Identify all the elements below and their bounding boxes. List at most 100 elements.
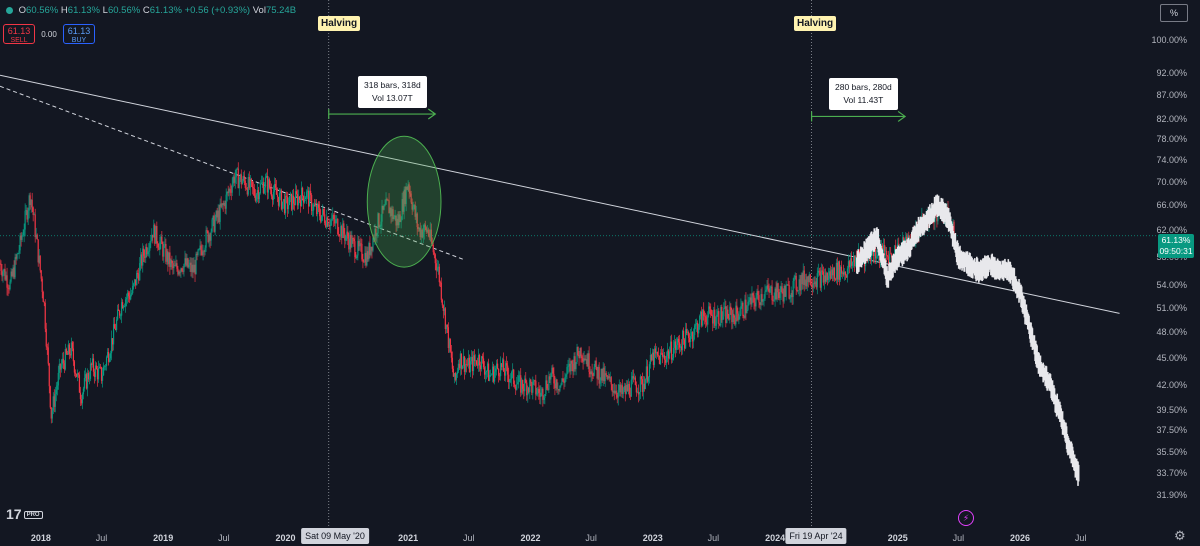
candle-body	[787, 284, 789, 286]
candle	[752, 292, 754, 303]
candle-body	[513, 369, 515, 384]
candle	[621, 379, 623, 398]
candle	[662, 348, 665, 359]
candle	[294, 183, 297, 206]
candle-body	[624, 386, 626, 394]
candle	[100, 366, 103, 384]
candle	[706, 314, 708, 327]
candle	[933, 221, 935, 230]
candle-body	[531, 382, 533, 393]
tradingview-logo[interactable]: 17 PRO	[6, 506, 43, 522]
candle-body	[737, 313, 739, 320]
candle	[535, 374, 537, 401]
candle	[233, 172, 235, 187]
candle	[806, 276, 808, 291]
candle-body	[51, 410, 53, 419]
candle	[568, 357, 570, 373]
candle-body	[796, 289, 798, 291]
candle-body	[761, 294, 763, 302]
candle-body	[359, 243, 361, 247]
candle-body	[597, 366, 599, 379]
candle	[107, 348, 110, 366]
candle	[702, 308, 704, 327]
measure-2-bars: 280 bars, 280d	[835, 82, 892, 92]
candle	[220, 196, 222, 209]
candle-body	[50, 407, 52, 419]
candle-body	[252, 187, 254, 189]
buy-button[interactable]: 61.13 BUY	[63, 24, 95, 44]
candle-body	[65, 348, 67, 354]
candle	[51, 407, 53, 423]
candle	[144, 249, 146, 263]
candle-body	[122, 302, 124, 309]
candle	[758, 290, 760, 308]
candle	[158, 243, 160, 251]
candle	[61, 352, 63, 369]
gear-icon[interactable]: ⚙	[1174, 528, 1186, 543]
candle-body	[672, 347, 675, 358]
candle-body	[49, 386, 51, 408]
candle-body	[837, 261, 840, 280]
candle	[272, 185, 275, 205]
candle-body	[551, 367, 553, 374]
candle-body	[75, 373, 78, 377]
candle-body	[614, 390, 616, 394]
candle	[781, 282, 783, 294]
candle-body	[289, 193, 292, 197]
candle	[650, 353, 653, 362]
candle	[380, 214, 382, 234]
candle-body	[130, 294, 132, 300]
candle-body	[201, 250, 203, 255]
candle	[748, 296, 750, 306]
candle	[660, 346, 663, 355]
candle	[91, 353, 94, 368]
candle-body	[585, 359, 587, 361]
candle-body	[305, 197, 307, 200]
candle	[375, 225, 377, 242]
candle	[593, 363, 595, 377]
candle-body	[140, 254, 142, 264]
candle	[290, 193, 293, 212]
x-tick-label: 2020	[275, 533, 296, 543]
candle	[527, 385, 529, 403]
candle-body	[874, 248, 876, 257]
candle-body	[218, 210, 220, 222]
candle	[436, 259, 438, 272]
candle	[769, 285, 771, 293]
candle-body	[58, 363, 60, 373]
candle	[809, 273, 811, 286]
candle	[751, 286, 753, 307]
candle-body	[537, 388, 539, 394]
candle	[699, 314, 701, 330]
sell-button[interactable]: 61.13 SELL	[3, 24, 35, 44]
candle-body	[651, 352, 654, 361]
candle	[887, 254, 889, 260]
candle	[186, 254, 188, 268]
candle-body	[740, 306, 742, 315]
candle	[383, 204, 385, 211]
candle	[701, 306, 703, 328]
candle	[270, 183, 273, 200]
candle	[197, 248, 199, 257]
candle	[628, 381, 630, 399]
candle	[30, 199, 32, 213]
candle	[611, 383, 613, 397]
candle-body	[83, 378, 86, 389]
candle-body	[801, 274, 803, 285]
bolt-icon[interactable]: ⚡	[958, 510, 974, 526]
candle	[346, 223, 348, 242]
candle-body	[662, 355, 665, 357]
sell-price: 61.13	[7, 26, 31, 36]
candle-body	[314, 204, 316, 206]
candle-body	[579, 348, 581, 359]
candle	[6, 267, 8, 296]
percent-scale-button[interactable]: %	[1160, 4, 1188, 22]
candle-body	[341, 226, 343, 239]
candle	[659, 349, 662, 365]
candle-body	[494, 371, 496, 382]
candle	[753, 291, 755, 310]
candle	[745, 292, 747, 321]
candle-body	[351, 237, 353, 248]
candle-body	[524, 378, 526, 392]
